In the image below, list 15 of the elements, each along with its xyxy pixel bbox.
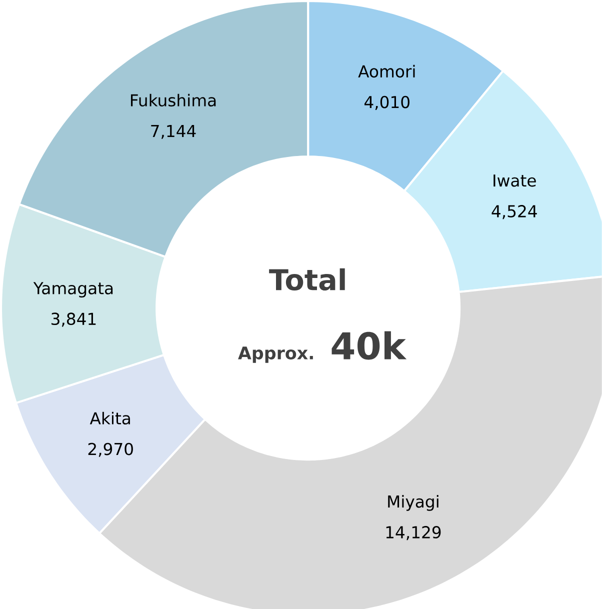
text: 40k [332, 331, 407, 360]
slice-label: Miyagi [388, 495, 438, 511]
data-label: 4,524 [492, 205, 537, 220]
data-label: 14,129 [386, 526, 441, 540]
text: Total [269, 268, 345, 291]
data-label: 3,841 [52, 312, 96, 327]
slice-label: Iwate [494, 174, 536, 187]
data-label: 4,010 [364, 96, 410, 110]
data-label: 7,144 [151, 125, 196, 139]
text: Approx. [238, 346, 314, 363]
slice-label: Aomori [358, 64, 415, 78]
slice-label: Fukushima [131, 94, 216, 106]
data-label: 2,970 [88, 442, 134, 457]
slice-label: Akita [90, 412, 130, 424]
slice-label: Yamagata [33, 282, 113, 298]
